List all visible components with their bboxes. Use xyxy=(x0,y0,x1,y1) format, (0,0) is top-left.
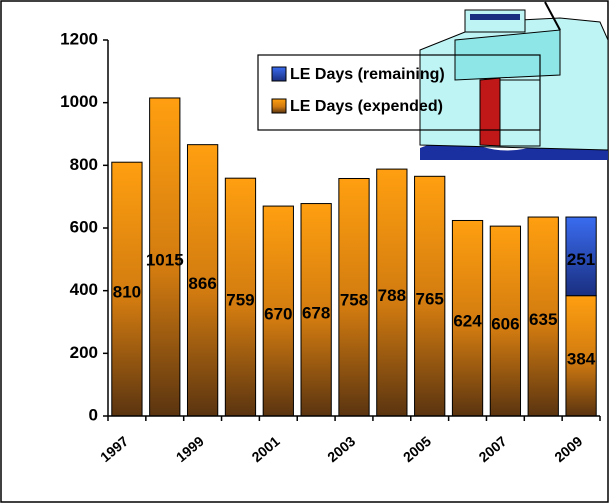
legend-swatch xyxy=(271,98,287,114)
data-label: 810 xyxy=(113,283,141,302)
bar xyxy=(262,205,294,417)
data-label: 759 xyxy=(226,291,254,310)
data-label: 1015 xyxy=(146,250,184,269)
data-label: 624 xyxy=(453,312,482,331)
data-label: 788 xyxy=(378,286,406,305)
data-label: 251 xyxy=(567,250,595,269)
data-label: 758 xyxy=(340,291,368,310)
y-tick-label: 0 xyxy=(89,405,98,424)
bar xyxy=(489,225,522,417)
data-label: 606 xyxy=(491,315,519,334)
bar xyxy=(338,177,370,417)
bar xyxy=(376,168,408,417)
bar xyxy=(111,161,143,417)
bar xyxy=(149,97,181,417)
legend: LE Days (remaining) LE Days (expended) xyxy=(257,54,541,131)
bar xyxy=(565,216,597,297)
y-tick-label: 600 xyxy=(70,217,98,236)
plot-area: 0200400600800100012008101997101586619997… xyxy=(60,29,601,465)
y-tick-label: 1000 xyxy=(60,92,98,111)
ship-illustration xyxy=(419,1,609,160)
bar xyxy=(527,216,559,417)
legend-swatch xyxy=(271,66,287,82)
data-label: 670 xyxy=(264,305,292,324)
legend-label: LE Days (remaining) xyxy=(290,66,445,83)
y-tick-label: 400 xyxy=(70,280,98,299)
y-tick-label: 200 xyxy=(70,343,98,362)
data-label: 866 xyxy=(188,274,216,293)
bar xyxy=(224,177,257,417)
bar xyxy=(414,175,446,417)
data-label: 635 xyxy=(529,310,557,329)
y-tick-label: 1200 xyxy=(60,29,98,48)
bar xyxy=(565,295,597,417)
data-label: 678 xyxy=(302,303,330,322)
data-label: 384 xyxy=(567,349,596,368)
y-tick-label: 800 xyxy=(70,155,98,174)
data-label: 765 xyxy=(416,290,444,309)
legend-label: LE Days (expended) xyxy=(290,98,443,115)
